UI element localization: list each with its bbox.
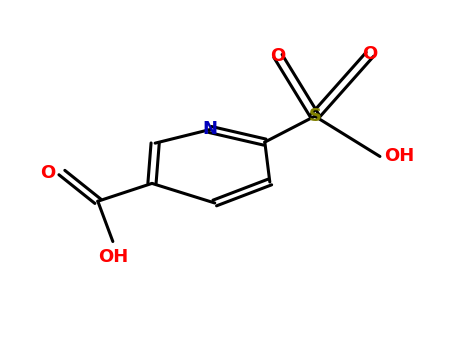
Text: N: N (203, 120, 217, 139)
Text: O: O (40, 163, 55, 182)
Text: O: O (270, 47, 286, 65)
Text: OH: OH (384, 147, 415, 166)
Text: OH: OH (98, 248, 128, 266)
Text: S: S (308, 107, 321, 125)
Text: O: O (362, 45, 378, 63)
